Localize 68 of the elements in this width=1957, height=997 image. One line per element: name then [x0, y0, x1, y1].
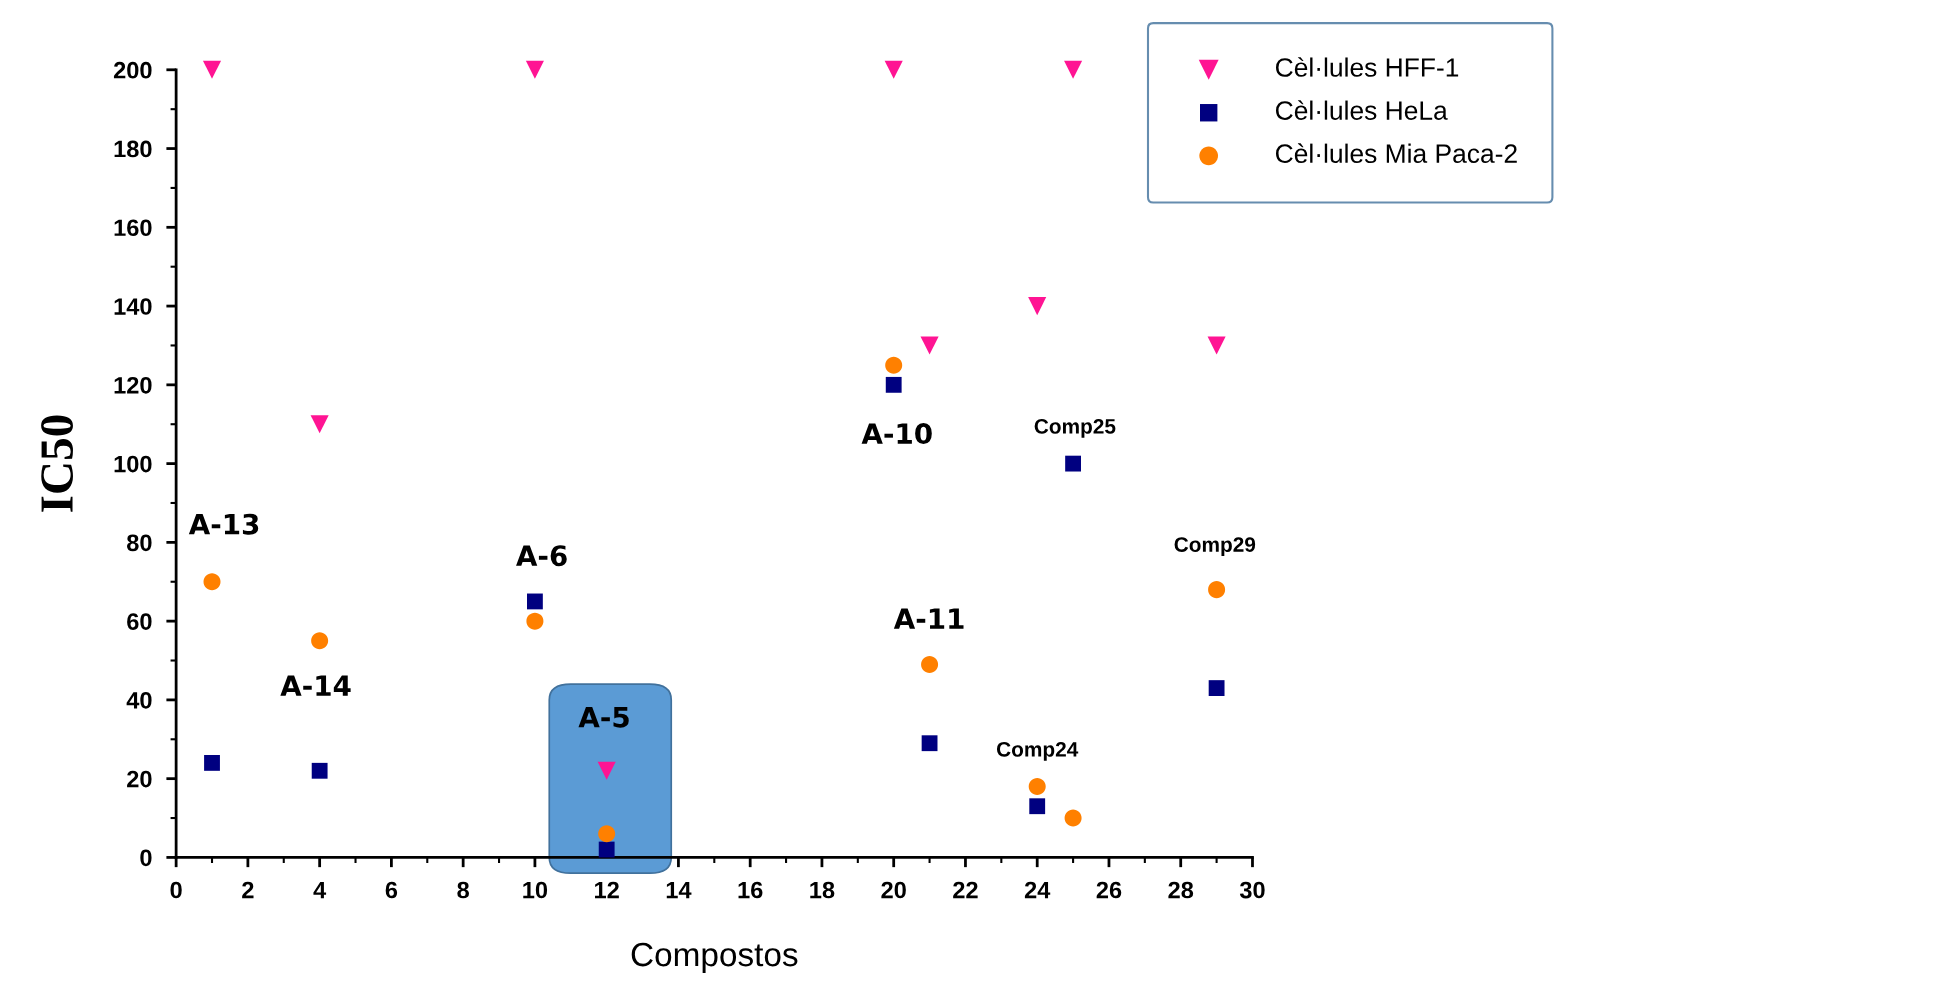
- y-tick-label: 0: [140, 849, 152, 867]
- point: [311, 762, 328, 779]
- x-tick-label: 0: [170, 881, 182, 899]
- point: [1029, 798, 1046, 815]
- y-tick-label: 80: [127, 534, 152, 552]
- point: [202, 60, 222, 79]
- y-tick-label: 60: [127, 613, 152, 630]
- annotation: Comp24: [996, 741, 1079, 761]
- point: [598, 841, 615, 858]
- annotation: Comp29: [1174, 537, 1256, 557]
- point: [203, 573, 221, 591]
- annotation: A-5: [578, 707, 629, 728]
- x-tick-label: 20: [881, 881, 906, 899]
- point: [921, 655, 939, 673]
- point: [598, 825, 616, 843]
- y-tick-label: 40: [126, 691, 152, 709]
- x-tick-label: 4: [313, 881, 327, 899]
- y-tick-label: 200: [113, 61, 152, 79]
- x-tick-label: 26: [1096, 881, 1122, 899]
- point: [1064, 809, 1082, 827]
- annotation: A-14: [280, 675, 351, 696]
- point: [525, 60, 544, 79]
- legend-label: Cèl·lules HFF-1: [1276, 57, 1459, 77]
- y-tick-label: 20: [127, 770, 152, 788]
- point: [311, 632, 329, 650]
- point: [1065, 455, 1082, 472]
- x-tick-label: 22: [953, 881, 978, 899]
- x-tick-label: 10: [523, 881, 548, 899]
- point: [526, 612, 544, 630]
- point: [921, 735, 938, 752]
- x-tick-label: 6: [385, 881, 398, 899]
- y-tick-label: 180: [114, 140, 152, 158]
- point: [597, 761, 616, 780]
- annotation: Comp25: [1034, 419, 1116, 438]
- y-tick-label: 140: [114, 298, 152, 315]
- annotation: A-13: [188, 513, 259, 535]
- x-tick-label: 16: [738, 881, 763, 899]
- y-tick-label: 160: [114, 219, 152, 237]
- y-tick-label: 100: [114, 455, 152, 473]
- x-tick-label: 8: [457, 881, 469, 899]
- x-tick-label: 30: [1239, 881, 1265, 899]
- annotation: A-6: [516, 545, 567, 567]
- annotation: A-10: [861, 423, 932, 445]
- point: [885, 356, 903, 374]
- point: [1207, 336, 1226, 355]
- legend-label: Cèl·lules Mia Paca-2: [1276, 143, 1517, 163]
- point: [1208, 680, 1225, 696]
- point: [310, 415, 329, 434]
- y-tick-label: 120: [114, 376, 152, 394]
- y-axis-title: IC50: [41, 415, 73, 512]
- x-tick-label: 24: [1024, 881, 1051, 899]
- point: [1208, 581, 1226, 599]
- x-axis-title: Compostos: [631, 942, 798, 973]
- point: [885, 376, 902, 393]
- point: [1028, 297, 1047, 316]
- point: [920, 336, 939, 355]
- point: [1028, 778, 1046, 796]
- point: [1064, 60, 1083, 79]
- point: [527, 593, 543, 610]
- annotation: A-11: [893, 608, 964, 629]
- x-tick-label: 14: [666, 881, 692, 899]
- x-tick-label: 12: [595, 881, 619, 899]
- point: [884, 60, 903, 79]
- x-tick-label: 2: [242, 881, 254, 899]
- legend-label: Cèl·lules HeLa: [1276, 100, 1448, 120]
- x-tick-label: 18: [810, 881, 835, 899]
- point: [204, 754, 220, 771]
- x-tick-label: 28: [1168, 881, 1194, 899]
